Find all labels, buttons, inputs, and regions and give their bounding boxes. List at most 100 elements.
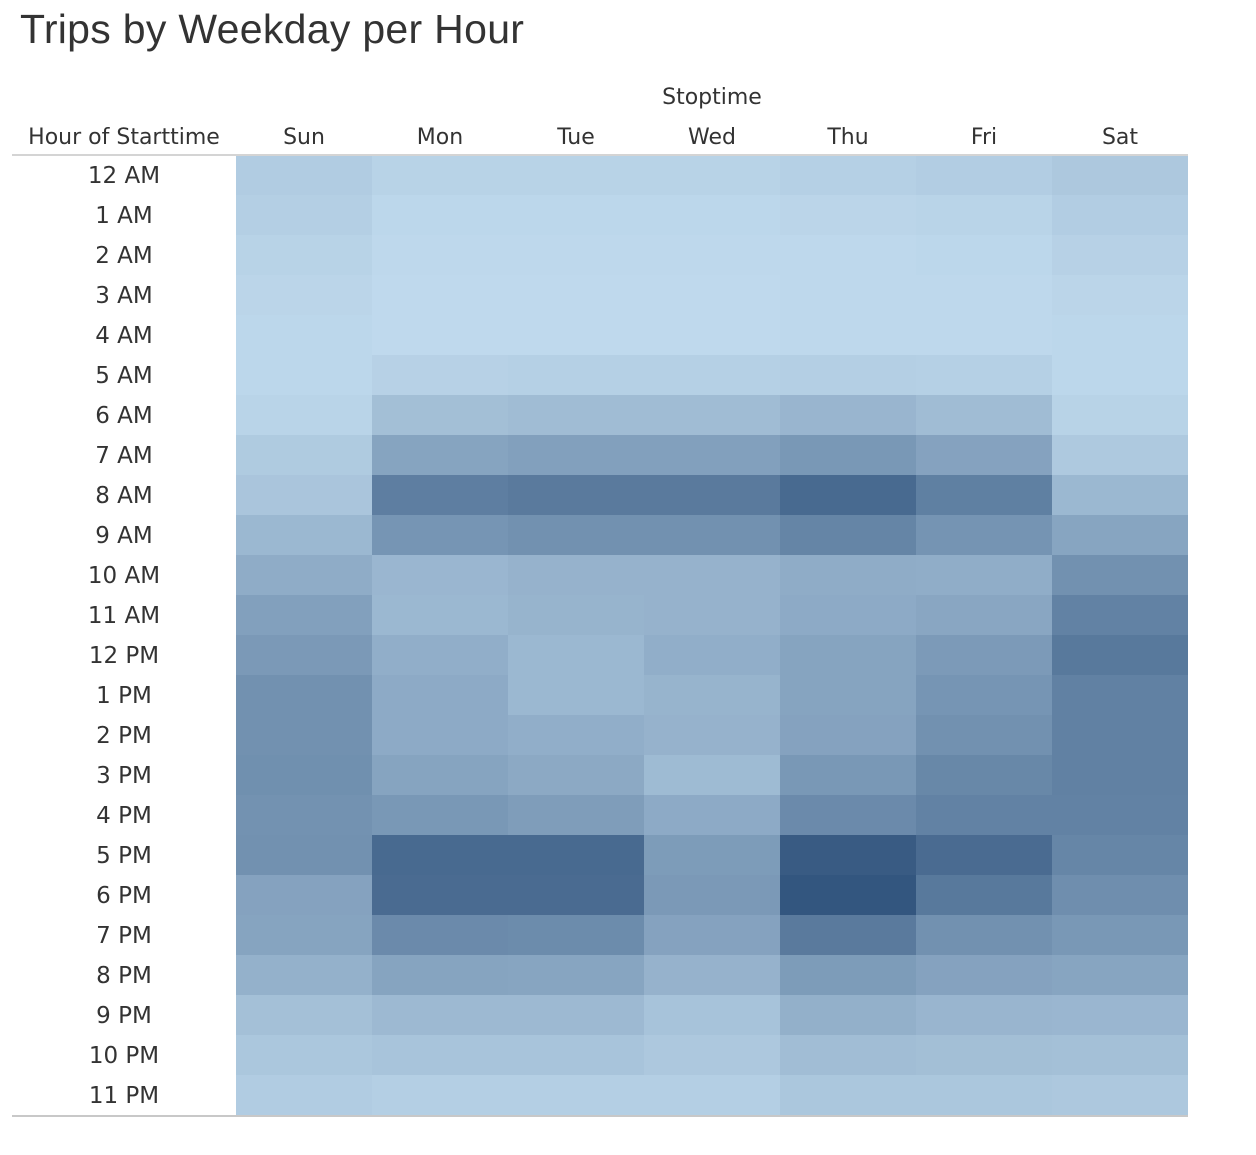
- heatmap-cell: [780, 355, 916, 395]
- heatmap-cell: [372, 1035, 508, 1075]
- heatmap-cell: [780, 315, 916, 355]
- heatmap-cell: [236, 635, 372, 675]
- heatmap-cell: [508, 795, 644, 835]
- heatmap-cell: [780, 955, 916, 995]
- heatmap-cell: [372, 675, 508, 715]
- heatmap-cell: [372, 875, 508, 915]
- row-label: 10 PM: [89, 1043, 159, 1069]
- heatmap-cell: [508, 715, 644, 755]
- row-label: 3 AM: [95, 283, 153, 309]
- heatmap-cell: [372, 475, 508, 515]
- heatmap-cell: [644, 675, 780, 715]
- heatmap-cell: [372, 195, 508, 235]
- heatmap-cell: [644, 715, 780, 755]
- row-label: 6 AM: [95, 403, 153, 429]
- heatmap-cell: [1052, 955, 1188, 995]
- heatmap-cell: [236, 1035, 372, 1075]
- heatmap-cell: [780, 235, 916, 275]
- heatmap-cell: [508, 755, 644, 795]
- heatmap-cell: [916, 915, 1052, 955]
- heatmap-cell: [916, 795, 1052, 835]
- heatmap-cell: [508, 475, 644, 515]
- row-label: 6 PM: [96, 883, 152, 909]
- heatmap-cell: [236, 435, 372, 475]
- heatmap-cell: [780, 635, 916, 675]
- heatmap-cell: [1052, 315, 1188, 355]
- heatmap-cell: [1052, 475, 1188, 515]
- heatmap-cell: [236, 555, 372, 595]
- heatmap-cell: [916, 755, 1052, 795]
- row-label: 4 PM: [96, 803, 152, 829]
- heatmap-cell: [644, 795, 780, 835]
- heatmap-cell: [644, 915, 780, 955]
- heatmap-cell: [236, 995, 372, 1035]
- row-label: 8 PM: [96, 963, 152, 989]
- heatmap-cell: [916, 315, 1052, 355]
- heatmap-cell: [236, 275, 372, 315]
- chart-title: Trips by Weekday per Hour: [20, 6, 525, 52]
- heatmap-cell: [916, 515, 1052, 555]
- heatmap-cell: [780, 1075, 916, 1115]
- heatmap-cell: [508, 875, 644, 915]
- heatmap-cell: [916, 675, 1052, 715]
- heatmap-cell: [780, 155, 916, 195]
- heatmap-cell: [372, 555, 508, 595]
- heatmap-cell: [644, 515, 780, 555]
- table-rules: [12, 154, 1188, 1117]
- heatmap-cell: [644, 235, 780, 275]
- heatmap-cell: [1052, 755, 1188, 795]
- heatmap-cell: [780, 875, 916, 915]
- heatmap-cell: [1052, 555, 1188, 595]
- heatmap-cell: [916, 955, 1052, 995]
- heatmap-cell: [644, 995, 780, 1035]
- heatmap-cell: [1052, 715, 1188, 755]
- heatmap-cell: [372, 835, 508, 875]
- heatmap-cell: [780, 515, 916, 555]
- heatmap-cell: [1052, 395, 1188, 435]
- heatmap-cell: [1052, 875, 1188, 915]
- row-label: 5 AM: [95, 363, 153, 389]
- heatmap-cell: [508, 395, 644, 435]
- heatmap-cell: [508, 195, 644, 235]
- row-label: 9 PM: [96, 1003, 152, 1029]
- heatmap-cell: [372, 595, 508, 635]
- heatmap-cell: [1052, 275, 1188, 315]
- heatmap-cell: [236, 155, 372, 195]
- heatmap-cell: [508, 995, 644, 1035]
- heatmap-cell: [644, 875, 780, 915]
- heatmap-cell: [508, 1035, 644, 1075]
- heatmap-cell: [1052, 195, 1188, 235]
- heatmap-cell: [236, 915, 372, 955]
- heatmap-cell: [780, 595, 916, 635]
- heatmap-cell: [644, 1035, 780, 1075]
- heatmap-cell: [508, 275, 644, 315]
- heatmap-cell: [1052, 155, 1188, 195]
- heatmap-cell: [236, 475, 372, 515]
- heatmap-cell: [1052, 235, 1188, 275]
- column-label-thu: Thu: [826, 125, 868, 150]
- heatmap-cell: [644, 955, 780, 995]
- heatmap-cell: [644, 595, 780, 635]
- heatmap-cell: [916, 435, 1052, 475]
- heatmap-cell: [1052, 435, 1188, 475]
- heatmap-cell: [780, 555, 916, 595]
- row-label: 3 PM: [96, 763, 152, 789]
- heatmap-cell: [508, 155, 644, 195]
- heatmap-cell: [644, 755, 780, 795]
- column-label-sat: Sat: [1102, 125, 1138, 150]
- heatmap-cell: [1052, 915, 1188, 955]
- column-label-wed: Wed: [688, 125, 736, 150]
- heatmap-cell: [1052, 995, 1188, 1035]
- heatmap-cell: [508, 1075, 644, 1115]
- heatmap-cell: [1052, 595, 1188, 635]
- heatmap-cell: [508, 675, 644, 715]
- heatmap-cell: [916, 555, 1052, 595]
- row-label: 12 AM: [88, 163, 160, 189]
- row-label: 2 PM: [96, 723, 152, 749]
- heatmap-cell: [372, 795, 508, 835]
- heatmap-cell: [780, 275, 916, 315]
- heatmap-cell: [372, 395, 508, 435]
- heatmap-cell: [916, 395, 1052, 435]
- row-label: 4 AM: [95, 323, 153, 349]
